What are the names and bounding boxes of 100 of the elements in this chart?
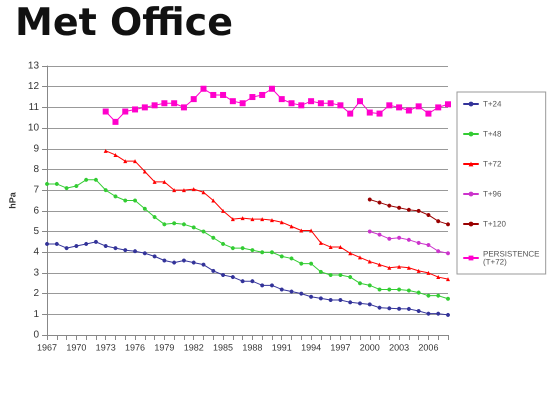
- point: [220, 92, 226, 98]
- point: [397, 287, 402, 292]
- point: [436, 312, 440, 316]
- y-tick-label: 11: [28, 102, 40, 113]
- point: [259, 92, 266, 98]
- point: [202, 190, 206, 194]
- point: [112, 118, 118, 125]
- point: [250, 279, 254, 284]
- y-tick-label: 1: [33, 308, 40, 320]
- x-tick-label: 1994: [301, 342, 322, 352]
- legend-label: PERSISTENCE (T+72): [483, 250, 542, 266]
- point: [368, 302, 372, 306]
- point: [406, 208, 411, 212]
- x-tick-label: 1988: [242, 342, 262, 352]
- y-tick-label: 0: [33, 330, 40, 340]
- y-tick-label: 5: [33, 226, 40, 238]
- point: [446, 251, 450, 256]
- x-tick-label: 1979: [154, 342, 174, 352]
- point: [45, 182, 50, 186]
- point: [435, 104, 442, 110]
- point: [358, 281, 362, 286]
- point: [426, 242, 430, 247]
- point: [309, 228, 314, 233]
- point: [328, 272, 333, 277]
- point: [290, 290, 294, 294]
- point: [200, 86, 206, 92]
- x-tick-label: 1976: [125, 342, 146, 352]
- point: [446, 312, 450, 317]
- y-tick-label: 7: [33, 184, 40, 196]
- x-tick-label: 1997: [330, 342, 350, 352]
- point: [230, 246, 235, 250]
- point: [84, 242, 88, 246]
- point: [366, 110, 373, 116]
- point: [172, 221, 176, 226]
- point: [368, 230, 372, 234]
- point: [328, 100, 334, 106]
- point: [378, 287, 382, 292]
- point: [358, 255, 362, 260]
- point: [387, 204, 392, 208]
- point: [406, 306, 411, 311]
- point: [376, 110, 383, 117]
- point: [84, 178, 88, 182]
- point: [299, 292, 304, 296]
- point: [416, 290, 421, 295]
- point: [182, 222, 186, 226]
- point: [426, 294, 430, 298]
- point: [318, 100, 324, 106]
- point: [426, 312, 430, 316]
- point: [268, 86, 275, 92]
- legend-label: T+96: [483, 190, 502, 198]
- point: [270, 218, 274, 222]
- point: [132, 106, 138, 112]
- point: [230, 275, 235, 280]
- point: [161, 100, 168, 106]
- point: [445, 101, 451, 108]
- point: [378, 200, 382, 205]
- point: [162, 180, 166, 184]
- point: [309, 262, 314, 266]
- x-tick-label: 1991: [272, 342, 292, 352]
- point: [270, 250, 274, 254]
- point: [426, 212, 430, 217]
- legend-label: T+48: [483, 130, 502, 138]
- point: [45, 242, 50, 246]
- point: [416, 240, 421, 245]
- point: [152, 215, 157, 220]
- point: [152, 102, 158, 108]
- y-tick-label: 8: [33, 164, 40, 175]
- point: [250, 248, 254, 252]
- point: [102, 108, 109, 115]
- point: [74, 184, 78, 188]
- point: [64, 246, 69, 250]
- point: [337, 102, 344, 108]
- point: [113, 194, 118, 198]
- point: [368, 260, 372, 264]
- point: [387, 287, 392, 292]
- point: [64, 186, 69, 190]
- point: [446, 222, 450, 226]
- point: [240, 100, 246, 106]
- point: [436, 275, 440, 280]
- point: [192, 187, 196, 192]
- point: [211, 198, 216, 202]
- point: [123, 198, 128, 202]
- point: [211, 268, 216, 273]
- point: [397, 236, 402, 240]
- point: [347, 110, 354, 117]
- point: [299, 262, 304, 266]
- point: [221, 242, 226, 246]
- point: [318, 296, 323, 300]
- point: [202, 230, 206, 234]
- point: [104, 188, 108, 192]
- point: [406, 288, 411, 293]
- point: [142, 170, 147, 174]
- point: [416, 208, 421, 213]
- x-tick-label: 1967: [37, 342, 58, 352]
- point: [348, 275, 352, 280]
- point: [240, 246, 245, 250]
- point: [338, 245, 342, 250]
- point: [221, 272, 226, 277]
- point: [152, 254, 157, 258]
- point: [425, 110, 432, 117]
